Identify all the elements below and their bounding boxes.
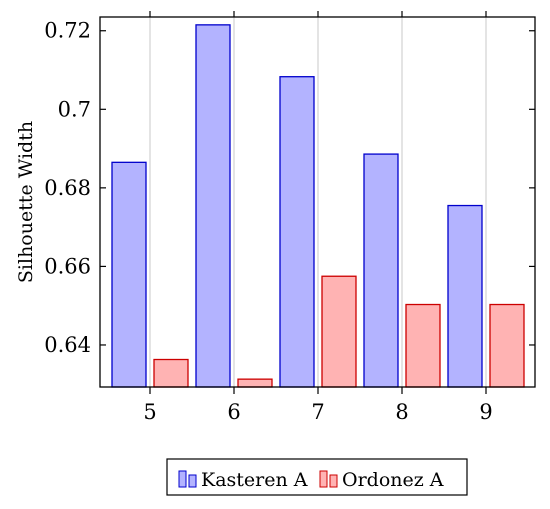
legend-swatch [178, 470, 187, 488]
x-tick-label: 7 [311, 400, 324, 424]
x-tick-label: 5 [143, 400, 156, 424]
y-tick-label: 0.66 [44, 254, 91, 278]
y-tick-label: 0.64 [44, 333, 91, 357]
legend-label: Kasteren A [201, 469, 308, 491]
x-tick-label: 9 [479, 400, 492, 424]
x-tick-label: 6 [227, 400, 240, 424]
axis-ticks: 0.64 0.66 0.68 0.7 0.72 5 6 7 8 9 [44, 11, 535, 424]
legend: Kasteren A Ordonez A [166, 458, 468, 496]
legend-swatch [188, 474, 197, 488]
bar-kasteren-a-9 [447, 204, 483, 388]
y-tick-label: 0.7 [58, 97, 91, 121]
y-tick-label: 0.68 [44, 176, 91, 200]
bar-ordonez-a-6 [237, 378, 273, 388]
bars [111, 24, 525, 388]
bar-kasteren-a-6 [195, 24, 231, 388]
legend-swatch [319, 470, 328, 488]
bar-ordonez-a-9 [489, 303, 525, 388]
bar-ordonez-a-8 [405, 303, 441, 388]
legend-label: Ordonez A [342, 469, 444, 491]
bar-kasteren-a-8 [363, 153, 399, 388]
gridlines [149, 17, 487, 387]
y-tick-label: 0.72 [44, 19, 91, 43]
bar-kasteren-a-7 [279, 76, 315, 388]
legend-box [166, 458, 468, 496]
x-tick-label: 8 [395, 400, 408, 424]
bar-ordonez-a-7 [321, 275, 357, 388]
bar-kasteren-a-5 [111, 161, 147, 388]
y-axis-label: Silhouette Width [15, 121, 37, 283]
legend-swatch [329, 474, 338, 488]
bar-ordonez-a-5 [153, 358, 189, 388]
